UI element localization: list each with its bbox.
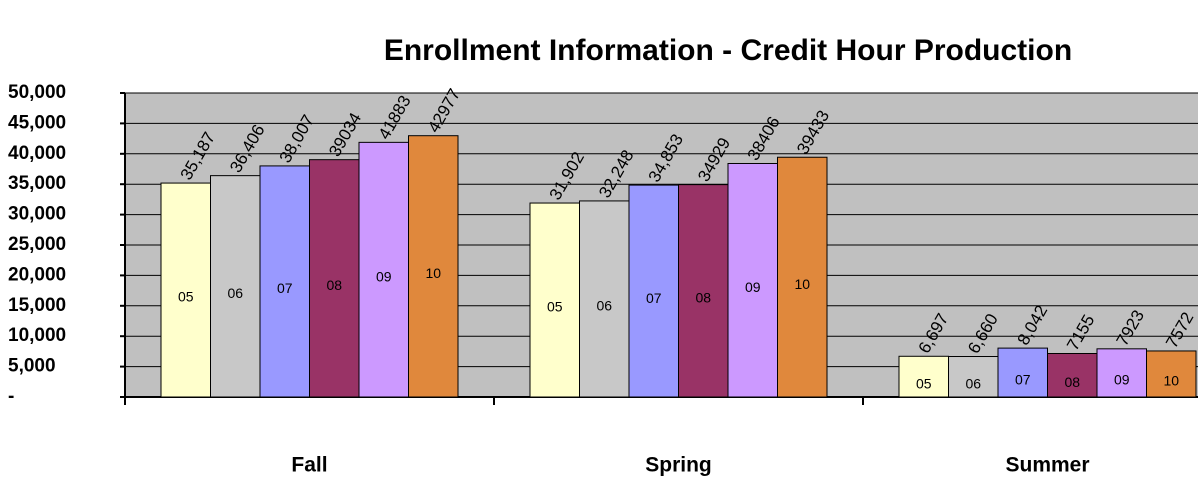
series-label: 10 <box>794 276 810 292</box>
y-tick-label: 10,000 <box>8 325 66 346</box>
y-tick-label: 35,000 <box>8 173 66 194</box>
series-label: 09 <box>745 279 761 295</box>
series-label: 05 <box>547 299 563 315</box>
bar <box>628 184 679 398</box>
bar <box>529 202 580 398</box>
y-tick-label: 5,000 <box>8 356 56 377</box>
bar <box>1096 348 1147 398</box>
bar <box>408 135 459 398</box>
bar <box>358 141 409 398</box>
y-tick-label: 25,000 <box>8 234 66 255</box>
series-label: 06 <box>227 285 243 301</box>
series-label: 05 <box>916 375 932 391</box>
bar <box>160 182 211 398</box>
bar <box>997 347 1048 398</box>
series-label: 10 <box>425 265 441 281</box>
series-label: 08 <box>695 290 711 306</box>
bar <box>777 156 828 398</box>
bar <box>259 165 310 398</box>
bar <box>948 356 999 398</box>
bar <box>1146 350 1197 398</box>
bar <box>727 162 778 398</box>
series-label: 10 <box>1163 373 1179 389</box>
series-label: 07 <box>277 280 293 296</box>
series-label: 09 <box>1114 372 1130 388</box>
bar <box>898 355 949 398</box>
x-tick-label: Summer <box>1005 454 1089 477</box>
series-label: 09 <box>376 268 392 284</box>
series-label: 06 <box>596 298 612 314</box>
x-tick-label: Fall <box>291 454 327 477</box>
series-label: 08 <box>1064 374 1080 390</box>
series-label: 05 <box>178 289 194 305</box>
bar <box>678 184 729 398</box>
x-tick-label: Spring <box>645 454 712 477</box>
series-label: 08 <box>326 277 342 293</box>
y-tick-label: 45,000 <box>8 112 66 133</box>
y-tick-label: 15,000 <box>8 295 66 316</box>
bar <box>309 159 360 398</box>
y-tick-label: 50,000 <box>8 82 66 103</box>
y-tick-label: - <box>8 386 14 407</box>
y-tick-label: 20,000 <box>8 264 66 285</box>
series-label: 07 <box>646 290 662 306</box>
y-tick-label: 40,000 <box>8 143 66 164</box>
bar <box>579 200 630 398</box>
series-label: 07 <box>1015 371 1031 387</box>
series-label: 06 <box>965 375 981 391</box>
chart-title: Enrollment Information - Credit Hour Pro… <box>384 34 1072 67</box>
y-tick-label: 30,000 <box>8 204 66 225</box>
